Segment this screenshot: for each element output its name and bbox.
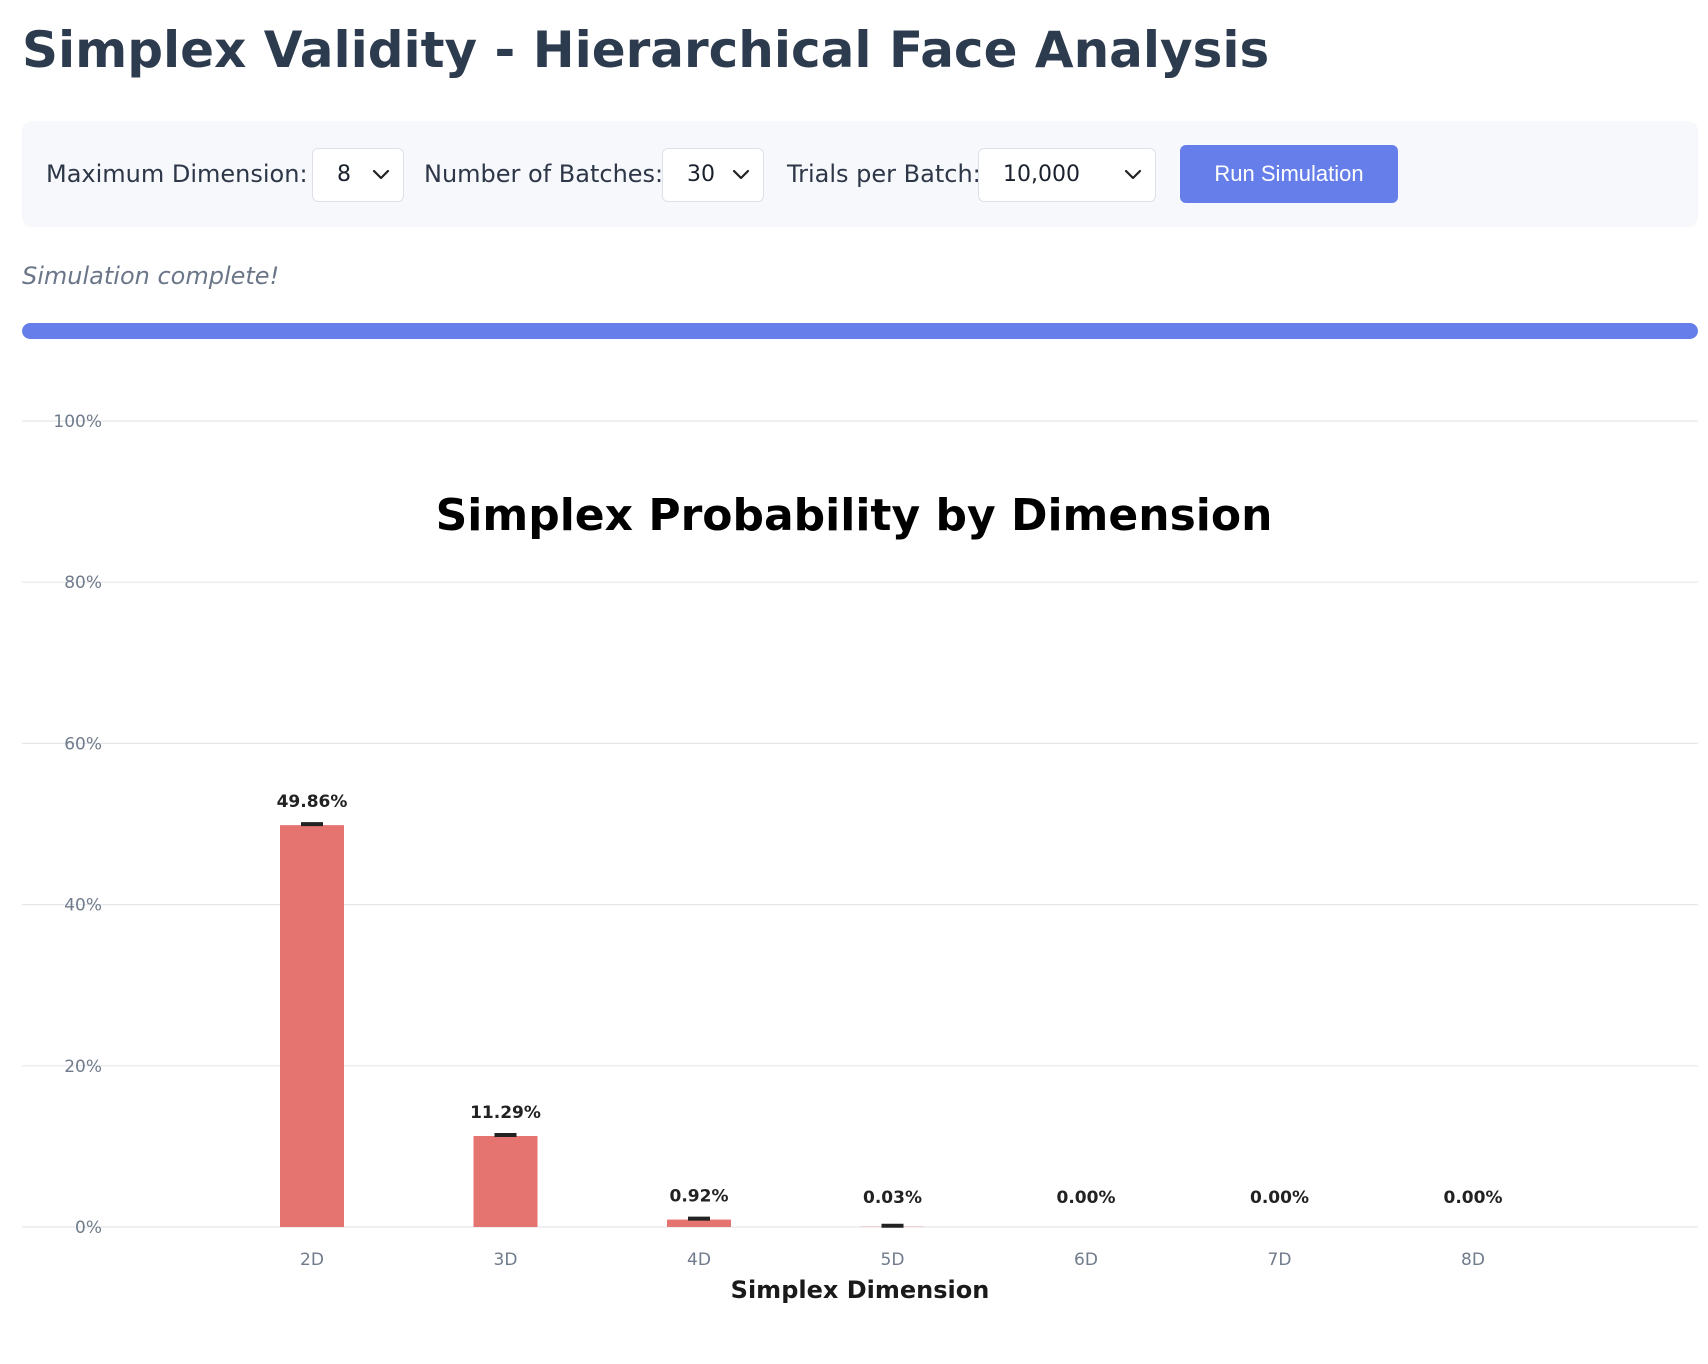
data-label: 0.00% — [1057, 1188, 1116, 1208]
chart-title: Simplex Probability by Dimension — [436, 490, 1273, 541]
y-tick-label: 40% — [64, 896, 102, 916]
bar — [473, 1136, 538, 1227]
max-dimension-select[interactable]: 8 — [312, 148, 404, 202]
max-dimension-value: 8 — [337, 162, 351, 187]
trials-per-batch-label: Trials per Batch: — [787, 160, 981, 188]
x-tick-label: 7D — [1268, 1250, 1292, 1270]
page-title: Simplex Validity - Hierarchical Face Ana… — [22, 21, 1270, 79]
trials-per-batch-select[interactable]: 10,000 — [978, 148, 1156, 202]
data-label: 11.29% — [470, 1103, 541, 1123]
y-tick-label: 0% — [75, 1218, 102, 1238]
x-tick-label: 2D — [300, 1250, 324, 1270]
controls-panel: Maximum Dimension: 8 Number of Batches: … — [22, 121, 1698, 227]
x-tick-label: 6D — [1074, 1250, 1098, 1270]
progress-bar — [22, 323, 1698, 339]
data-label: 0.00% — [1250, 1188, 1309, 1208]
data-label: 0.92% — [670, 1187, 729, 1207]
chevron-down-icon — [732, 169, 750, 180]
run-simulation-button[interactable]: Run Simulation — [1180, 145, 1398, 203]
bar — [667, 1219, 731, 1227]
y-tick-label: 20% — [64, 1057, 102, 1077]
num-batches-select[interactable]: 30 — [662, 148, 764, 202]
progress-bar-fill — [22, 323, 1698, 339]
x-tick-label: 3D — [494, 1250, 518, 1270]
x-axis-title: Simplex Dimension — [731, 1276, 990, 1304]
x-tick-label: 4D — [687, 1250, 711, 1270]
data-label: 49.86% — [277, 792, 348, 812]
num-batches-label: Number of Batches: — [424, 160, 664, 188]
data-label: 0.03% — [863, 1188, 922, 1208]
y-tick-label: 60% — [64, 734, 102, 754]
y-tick-label: 100% — [53, 412, 102, 432]
num-batches-value: 30 — [687, 162, 715, 187]
x-tick-label: 5D — [881, 1250, 905, 1270]
trials-per-batch-value: 10,000 — [1003, 162, 1080, 187]
chevron-down-icon — [372, 169, 390, 180]
bar — [280, 825, 344, 1227]
status-text: Simulation complete! — [22, 262, 280, 290]
x-tick-label: 8D — [1461, 1250, 1485, 1270]
chevron-down-icon — [1124, 169, 1142, 180]
y-tick-label: 80% — [64, 573, 102, 593]
max-dimension-label: Maximum Dimension: — [46, 160, 308, 188]
data-label: 0.00% — [1444, 1188, 1503, 1208]
